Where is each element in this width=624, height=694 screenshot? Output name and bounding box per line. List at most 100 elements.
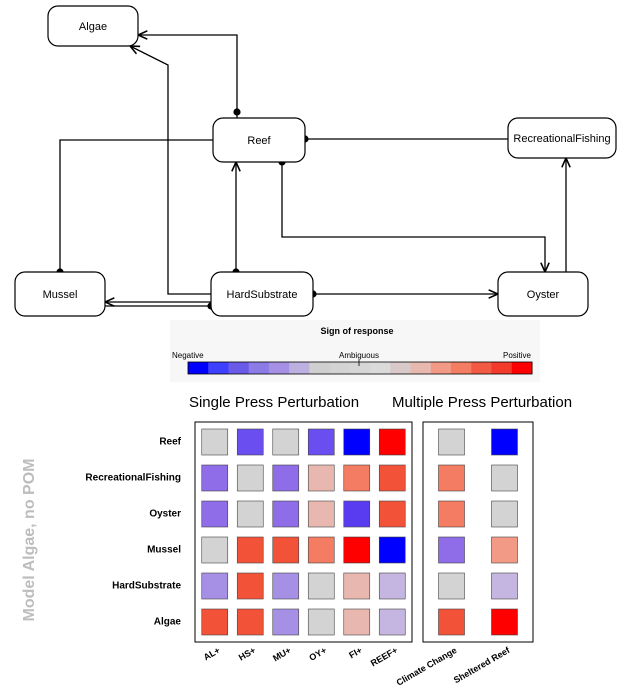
row-label: HardSubstrate (112, 581, 181, 592)
edge-dot-head (233, 108, 241, 116)
heatmap-cell (438, 428, 465, 456)
node-box (210, 271, 314, 317)
heatmap-cell (378, 572, 406, 600)
heatmap-cell (201, 608, 229, 636)
row-label: RecreationalFishing (85, 473, 181, 484)
edge-line (59, 139, 213, 272)
node-box (497, 271, 589, 317)
legend-swatch (289, 362, 310, 374)
heatmap-cell (236, 536, 264, 564)
legend-colorbar (187, 360, 533, 375)
heatmap-cell (378, 500, 406, 528)
edge-line (138, 35, 238, 118)
network-edges (56, 35, 566, 310)
legend-swatch (268, 362, 290, 374)
edge-line (281, 162, 545, 272)
edge-reef-to-mussel (56, 139, 213, 276)
edge-reef-to-oyster (281, 162, 545, 272)
heatmap-cell (491, 572, 518, 600)
network-nodes: Algae Reef RecreationalFishing Mussel HardSu… (14, 5, 617, 317)
legend-swatch (430, 362, 452, 374)
heatmap-cell (201, 500, 229, 528)
heatmap-cell (272, 500, 300, 528)
legend-swatch (451, 362, 472, 374)
node-label: Algae (79, 21, 107, 33)
heatmap-cell (343, 572, 371, 600)
row-label: Algae (154, 617, 182, 628)
legend-swatch (329, 362, 351, 374)
row-label: Reef (159, 437, 181, 448)
heatmap-cell (438, 464, 465, 492)
heatmap-cell (491, 464, 518, 492)
heatmap-cell (343, 608, 371, 636)
edge-mussel-to-hardsub (105, 302, 215, 310)
heatmap-cell (307, 536, 335, 564)
edge-algae-to-reef (233, 108, 241, 116)
heatmap-cell (201, 572, 229, 600)
column-label: REEF+ (369, 645, 399, 668)
heatmap-cell (491, 500, 518, 528)
column-label: MU+ (271, 645, 293, 663)
heatmap-cell (378, 536, 406, 564)
heatmap-cell (236, 428, 264, 456)
node-box (212, 117, 306, 163)
heatmap-cell (236, 572, 264, 600)
heatmap-cell (201, 464, 229, 492)
heatmap-cell (236, 608, 264, 636)
panel-frame (422, 421, 534, 643)
heatmap-cell (491, 428, 518, 456)
heatmap-cell (307, 464, 335, 492)
legend-swatch (188, 362, 209, 374)
node-label: Mussel (43, 289, 78, 301)
heatmap-cell (201, 428, 229, 456)
heatmap-cell (378, 464, 406, 492)
heatmap-cell (272, 608, 300, 636)
heatmap-cell (343, 500, 371, 528)
legend-title: Sign of response (320, 326, 393, 336)
column-label: HS+ (237, 645, 257, 663)
node-label: HardSubstrate (227, 289, 298, 301)
legend-swatch (349, 362, 371, 374)
heatmap-cell (378, 608, 406, 636)
heatmap-cell (438, 500, 465, 528)
node-algae: Algae (47, 5, 139, 47)
column-label: Climate Change (395, 645, 459, 688)
node-recfish: RecreationalFishing (507, 117, 617, 159)
node-label: Oyster (527, 289, 560, 301)
heatmap-cell (272, 428, 300, 456)
node-box (14, 271, 106, 317)
heatmap-cell (272, 464, 300, 492)
heatmap-cell (491, 536, 518, 564)
legend-swatch (491, 362, 513, 374)
heatmap-cell (236, 500, 264, 528)
heatmap-cell (438, 536, 465, 564)
heatmap-cell (272, 536, 300, 564)
row-label: Mussel (147, 545, 181, 556)
heatmap-cell (343, 464, 371, 492)
column-label: FI+ (347, 645, 363, 660)
node-label: Reef (247, 135, 271, 147)
heatmap-cell (236, 464, 264, 492)
row-labels: Reef RecreationalFishing Oyster Mussel HardS… (85, 437, 181, 628)
heatmap-cell (343, 536, 371, 564)
node-mussel: Mussel (14, 271, 106, 317)
node-reef: Reef (212, 117, 306, 163)
edge-hardsub-to-algae (130, 46, 211, 295)
heatmap-cell (343, 428, 371, 456)
column-label: Sheltered Reef (452, 645, 512, 686)
node-oyster: Oyster (497, 271, 589, 317)
model-label: Model Algae, no POM (21, 458, 38, 622)
heatmap-cell (307, 608, 335, 636)
heatmap-cell (307, 500, 335, 528)
legend-swatch (370, 362, 391, 374)
panel-frame (194, 421, 413, 643)
legend-swatch (208, 362, 229, 374)
legend-swatch (410, 362, 432, 374)
legend-ambiguous-label: Ambiguous (339, 351, 379, 360)
column-label: OY+ (307, 645, 328, 663)
legend-swatch (511, 362, 533, 374)
response-heatmap: Sign of response Negative Ambiguous Posi… (85, 320, 572, 688)
edge-reef-to-algae (138, 35, 238, 118)
heatmap-cell (378, 428, 406, 456)
